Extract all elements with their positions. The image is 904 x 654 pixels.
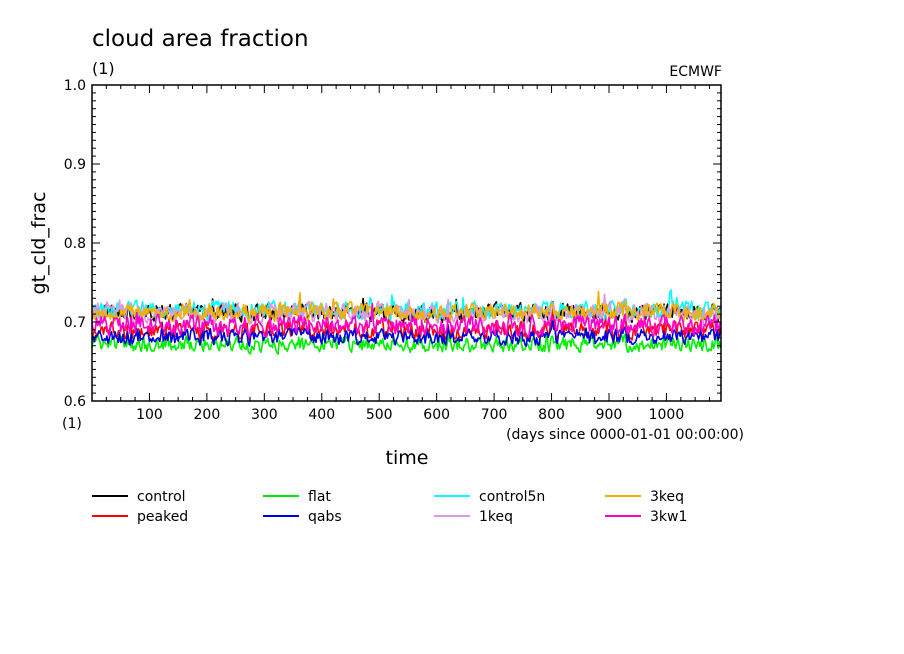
x-tick-label: 100 (136, 407, 163, 423)
series-line-flat (91, 328, 722, 356)
plot-frame (91, 84, 722, 402)
legend-label-control: control (137, 489, 186, 505)
chart-units: (1) (92, 59, 115, 78)
y-tick-label: 0.6 (64, 394, 86, 410)
legend-label-3kw1: 3kw1 (650, 509, 687, 525)
legend-label-flat: flat (308, 489, 331, 505)
x-tick-label: 400 (308, 407, 335, 423)
legend: control peaked flat qabs control5n 1keq 3keq 3k… (92, 489, 687, 525)
x-tick-label: 1000 (649, 407, 685, 423)
x-tick-label: 500 (366, 407, 393, 423)
x-tick-label: 900 (596, 407, 623, 423)
x-axis-units: (days since 0000-01-01 00:00:00) (506, 427, 744, 443)
y-tick-label: 0.7 (64, 315, 86, 331)
ticks-layer: 100 200 300 400 500 600 700 800 900 1000 0.6 0.7 0.8… (64, 78, 721, 423)
x-tick-label: 300 (251, 407, 278, 423)
legend-label-1keq: 1keq (479, 509, 513, 525)
series-line-3kw1 (91, 302, 722, 339)
series-line-qabs (91, 318, 722, 347)
chart-title: cloud area fraction (92, 26, 309, 52)
legend-label-control5n: control5n (479, 489, 545, 505)
x-tick-label: 600 (423, 407, 450, 423)
x-tick-label: 200 (194, 407, 221, 423)
legend-label-qabs: qabs (308, 509, 342, 525)
x-axis-label: time (386, 447, 429, 469)
y-tick-label: 0.8 (64, 236, 86, 252)
x-tick-label: 800 (538, 407, 565, 423)
x-tick-label: 700 (481, 407, 508, 423)
y-axis-label: gt_cld_frac (28, 192, 50, 295)
series-line-3keq (91, 290, 722, 324)
legend-label-3keq: 3keq (650, 489, 684, 505)
legend-label-peaked: peaked (137, 509, 188, 525)
y-tick-label: 1.0 (64, 78, 86, 94)
series-layer (91, 288, 722, 356)
y-tick-label: 0.9 (64, 157, 86, 173)
x-axis-unit-label: (1) (62, 416, 82, 432)
chart-source: ECMWF (669, 64, 722, 80)
